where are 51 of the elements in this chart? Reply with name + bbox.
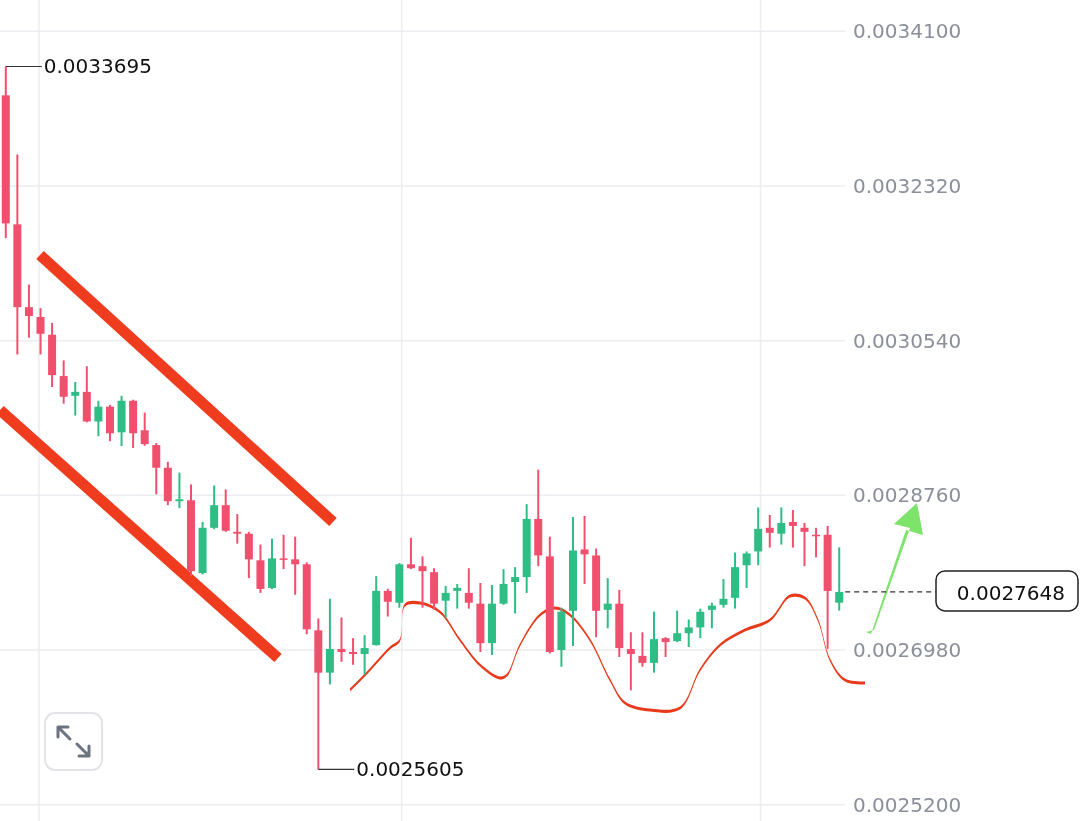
candlestick	[140, 411, 149, 447]
candlestick	[337, 616, 346, 663]
ref-line-label: 0.0027648	[956, 580, 1065, 605]
candlestick	[696, 607, 705, 640]
candlestick	[499, 568, 508, 606]
candlestick	[661, 636, 670, 658]
candlestick	[742, 550, 751, 589]
candlestick	[453, 582, 462, 610]
candlestick	[638, 631, 647, 668]
candlestick	[788, 509, 797, 549]
candlestick	[233, 513, 242, 545]
y-tick-label: 0.0028760	[853, 483, 962, 508]
candlestick	[325, 597, 334, 686]
y-tick-label: 0.0034100	[853, 19, 962, 44]
y-tick-label: 0.0032320	[853, 173, 962, 198]
candlestick	[406, 536, 415, 571]
candlestick	[464, 567, 473, 610]
candlestick	[71, 380, 80, 417]
y-tick-label: 0.0030540	[853, 328, 962, 353]
annotation: 0.0033695	[43, 54, 152, 79]
candlestick	[684, 618, 693, 649]
candlestick	[777, 506, 786, 546]
candlestick	[719, 578, 728, 609]
y-tick-label: 0.0025200	[853, 792, 962, 817]
candlestick	[626, 631, 635, 692]
candlestick	[835, 546, 844, 612]
candlestick	[418, 555, 427, 609]
candlestick	[349, 637, 358, 666]
candlestick	[754, 506, 763, 567]
candlestick	[24, 283, 33, 339]
candlestick	[650, 610, 659, 674]
candlestick	[673, 609, 682, 644]
candlestick	[94, 399, 103, 438]
candlestick	[580, 514, 589, 585]
candlestick	[383, 587, 392, 618]
candlestick	[765, 514, 774, 549]
candlestick	[279, 533, 288, 571]
y-tick-label: 0.0026980	[853, 637, 962, 662]
candlestick	[511, 566, 520, 615]
candlestick	[175, 471, 184, 510]
candlestick	[152, 442, 161, 496]
annotation: 0.0025605	[356, 757, 465, 782]
candlestick	[36, 307, 45, 356]
candlestick	[441, 584, 450, 619]
candlestick	[603, 577, 612, 630]
candlestick	[800, 521, 809, 568]
candlestick	[210, 484, 219, 531]
candlestick	[707, 601, 716, 630]
candlestick	[360, 634, 369, 676]
candlestick	[59, 359, 68, 405]
candlestick	[291, 535, 300, 596]
